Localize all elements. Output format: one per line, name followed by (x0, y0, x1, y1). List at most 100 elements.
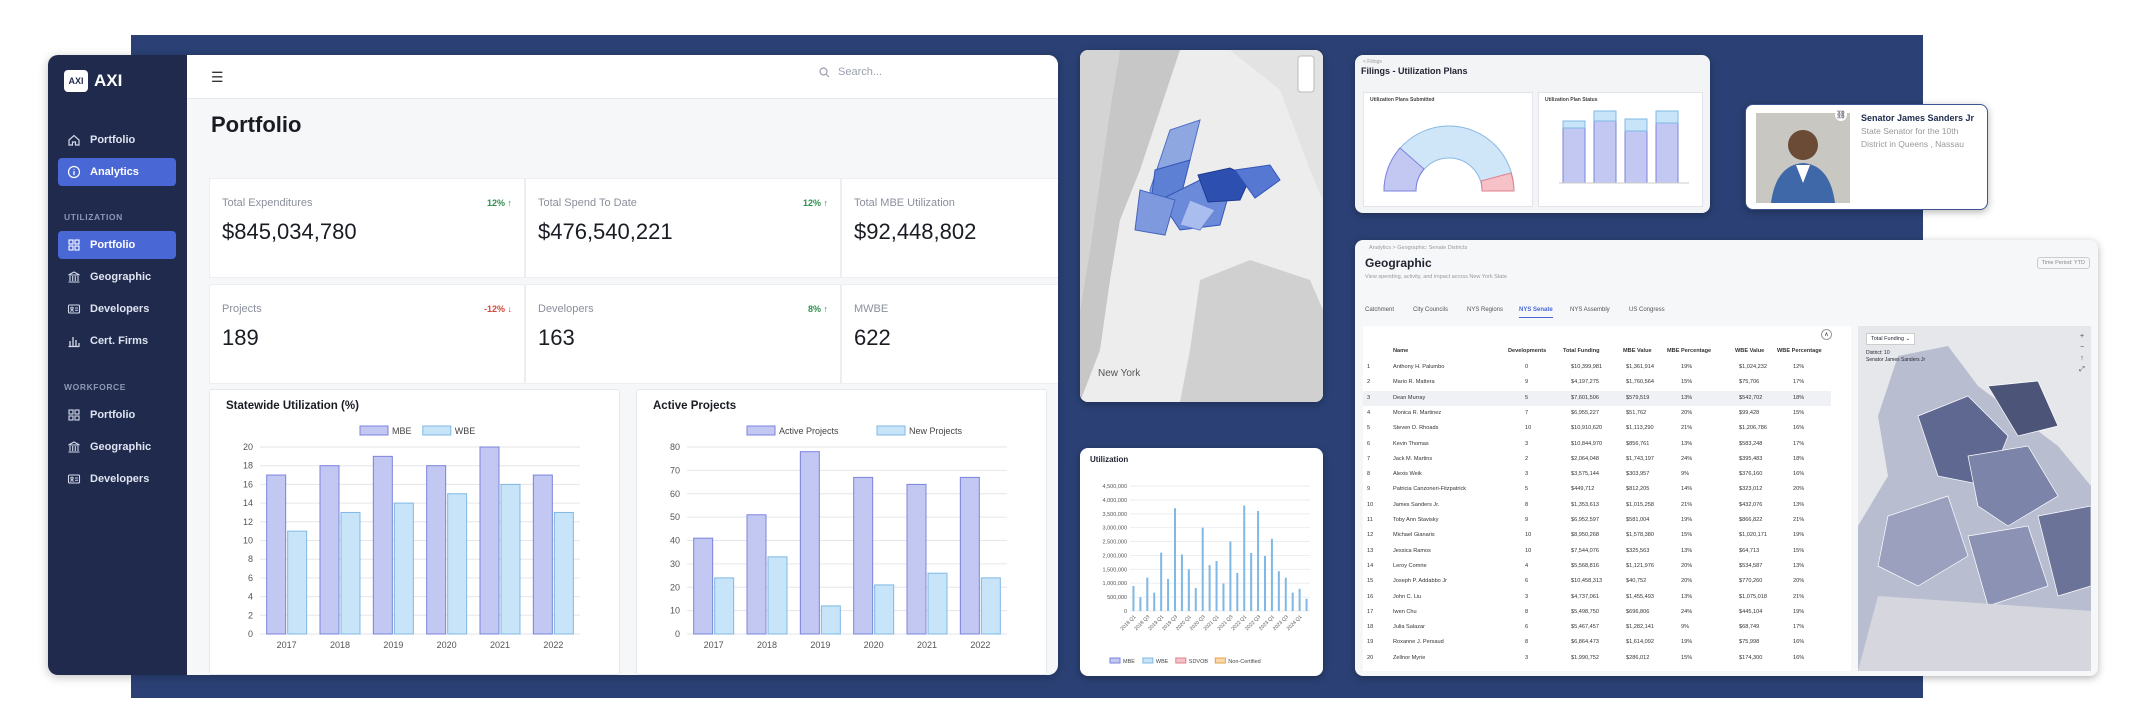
table-cell: $445,104 (1739, 608, 1763, 615)
table-row[interactable]: 11 Toby Ann Stavisky 9 $6,952,597 $581,004 19… (1363, 513, 1831, 528)
bar-new-projects (874, 584, 895, 635)
table-row[interactable]: 3 Dean Murray 5 $7,601,506 $579,519 13% $542,7… (1363, 390, 1831, 406)
sidebar-item-workforce-developers[interactable]: Developers (58, 465, 176, 493)
table-cell: $5,498,750 (1571, 608, 1599, 615)
time-period-select[interactable]: Time Period: YTD (2036, 257, 2090, 269)
table-row[interactable]: 9 Patricia Canzoneri-Fitzpatrick 5 $449,712… (1363, 482, 1831, 497)
sidebar-item-portfolio[interactable]: Portfolio (58, 126, 176, 154)
sidebar-item-workforce-portfolio[interactable]: Portfolio (58, 401, 176, 429)
logo[interactable]: AXI AXI (64, 70, 122, 92)
tab-us-congress[interactable]: US Congress (1629, 307, 1665, 313)
table-cell: $51,762 (1626, 409, 1647, 416)
y-tick-label: 0 (1124, 609, 1127, 615)
table-cell: John C. Liu (1393, 593, 1422, 600)
table-cell: 16 (1367, 593, 1374, 600)
table-row[interactable]: 12 Michael Gianaris 10 $8,950,268 $1,578,380… (1363, 528, 1831, 543)
bar (1187, 569, 1190, 611)
table-cell: $4,197,275 (1571, 379, 1599, 386)
bar (1229, 541, 1232, 611)
y-tick-label: 3,000,000 (1103, 526, 1127, 532)
map-zoom-controls[interactable]: + − ↑ ⤢ (2079, 333, 2085, 373)
table-cell: 5 (1367, 425, 1371, 432)
table-cell: $75,998 (1739, 639, 1760, 646)
table-row[interactable]: 7 Jack M. Martins 2 $2,064,048 $1,743,197 24%… (1363, 452, 1831, 467)
table-cell: 6 (1525, 578, 1529, 585)
info-icon (67, 165, 81, 179)
table-row[interactable]: 18 Julia Salazar 6 $5,467,457 $1,282,141 9% $6… (1363, 620, 1831, 635)
table-row[interactable]: 1 Anthony H. Palumbo 0 $10,399,981 $1,361,91… (1363, 360, 1831, 375)
table-row[interactable]: 14 Leroy Comrie 4 $5,568,816 $1,121,976 20% $5… (1363, 559, 1831, 574)
table-cell: 9 (1525, 517, 1529, 523)
sidebar-item-cert-firms[interactable]: Cert. Firms (58, 327, 176, 355)
table-cell: 15% (1681, 532, 1693, 539)
tab-nys-assembly[interactable]: NYS Assembly (1570, 307, 1610, 313)
link-icon[interactable]: ⛓ (1835, 109, 1847, 121)
legend-label: New Projects (909, 426, 963, 436)
legend-label: MBE (392, 426, 412, 436)
map-metric-select[interactable]: Total Funding ⌄ (1866, 333, 1916, 345)
table-row[interactable]: 4 Monica R. Martinez 7 $6,955,227 $51,762 20%… (1363, 406, 1831, 421)
bar-chart-icon (68, 337, 80, 348)
table-row[interactable]: 16 John C. Liu 3 $4,737,061 $1,455,493 13% $1,… (1363, 590, 1831, 605)
bar-mbe (479, 446, 500, 635)
bar (1250, 552, 1253, 611)
grid-icon (68, 409, 80, 421)
table-cell: 4 (1525, 562, 1529, 569)
bar-active-projects (693, 537, 714, 635)
table-row[interactable]: 5 Steven D. Rhoads 10 $10,910,620 $1,113,290… (1363, 421, 1831, 436)
table-row[interactable]: 19 Roxanne J. Persaud 8 $6,864,473 $1,614,09… (1363, 635, 1831, 650)
chart-title: Statewide Utilization (%) (226, 400, 359, 412)
table-cell: $866,822 (1739, 517, 1763, 523)
legend-swatch (359, 425, 389, 436)
tab-city-councils[interactable]: City Councils (1413, 307, 1449, 313)
table-cell: 13% (1793, 562, 1805, 569)
table-cell: $75,706 (1739, 379, 1760, 386)
table-cell: 3 (1525, 654, 1529, 661)
legend-label: WBE (455, 426, 476, 436)
table-row[interactable]: 15 Joseph P. Addabbo Jr 6 $10,458,313 $40,75… (1363, 574, 1831, 589)
menu-icon[interactable]: ☰ (211, 69, 224, 85)
sidebar-item-utilization-geographic[interactable]: Geographic (58, 263, 176, 291)
table-cell: Jessica Ramos (1393, 547, 1431, 554)
table-cell: $395,483 (1739, 455, 1763, 462)
bar-mbe (532, 474, 553, 635)
stat-label: Total MBE Utilization (854, 197, 955, 209)
sidebar-item-workforce-geographic[interactable]: Geographic (58, 433, 176, 461)
table-cell: $99,428 (1739, 409, 1760, 416)
collapse-icon[interactable]: ∧ (1821, 329, 1832, 340)
tab-nys-senate[interactable]: NYS Senate (1519, 307, 1553, 318)
sidebar-item-analytics[interactable]: Analytics (58, 158, 176, 186)
y-tick-label: 1,000,000 (1103, 581, 1127, 587)
y-tick-label: 0 (675, 629, 680, 639)
tab-catchment[interactable]: Catchment (1365, 307, 1395, 313)
table-row[interactable]: 17 Iwen Chu 8 $5,498,750 $696,806 24% $445,104… (1363, 605, 1831, 620)
district-map-svg (1858, 346, 2092, 671)
search-box[interactable]: Search... (819, 66, 882, 78)
y-tick-label: 10 (243, 536, 253, 546)
table-row[interactable]: 8 Alexis Weik 3 $3,575,144 $303,957 9% $376,16… (1363, 467, 1831, 482)
tab-nys-regions[interactable]: NYS Regions (1467, 307, 1504, 313)
table-row[interactable]: 10 James Sanders Jr. 8 $1,353,613 $1,015,258… (1363, 498, 1831, 513)
search-input[interactable]: Search... (838, 66, 883, 78)
bank-icon (68, 441, 80, 453)
table-cell: $1,020,171 (1739, 532, 1767, 539)
sidebar-item-label: Portfolio (90, 239, 136, 251)
grid-icon (68, 239, 80, 251)
stat-change: 8% ↑ (807, 304, 828, 314)
table-cell: $449,712 (1571, 486, 1595, 493)
table-row[interactable]: 6 Kevin Thomas 3 $10,844,970 $856,761 13% $583… (1363, 437, 1831, 452)
table-cell: 9% (1681, 471, 1690, 478)
table-cell: $1,121,976 (1626, 562, 1654, 569)
table-row[interactable]: 20 Zellnor Myrie 3 $1,990,752 $286,012 15% $17… (1363, 651, 1831, 666)
sidebar-item-utilization-portfolio[interactable]: Portfolio (58, 231, 176, 259)
sidebar-item-utilization-developers[interactable]: Developers (58, 295, 176, 323)
map-screenshot: New York (1080, 50, 1323, 402)
table-row[interactable]: 13 Jessica Ramos 10 $7,544,076 $325,563 13% $6… (1363, 544, 1831, 559)
table-row[interactable]: 2 Mario R. Mattera 9 $4,197,275 $1,760,564 15… (1363, 375, 1831, 390)
table-cell: $286,012 (1626, 654, 1650, 661)
id-card-icon (67, 304, 81, 314)
stat-card-mwbe: MWBE 622 (841, 284, 1058, 384)
legend-swatch (1175, 657, 1187, 664)
stat-card-mbe-utilization: Total MBE Utilization $92,448,802 (841, 178, 1058, 278)
y-tick-label: 20 (670, 582, 680, 592)
